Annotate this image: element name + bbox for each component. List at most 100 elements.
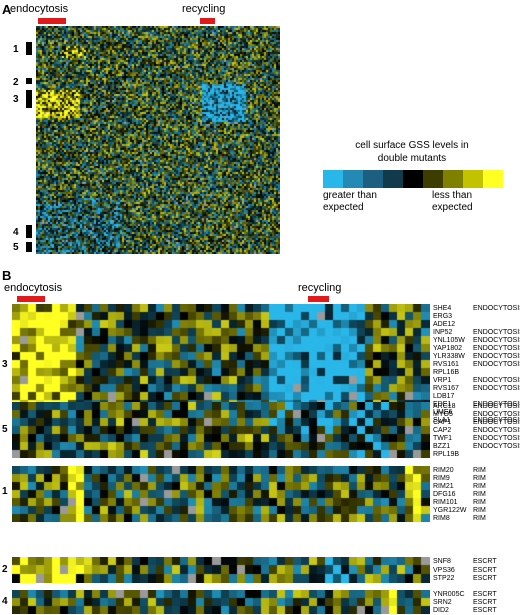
gene-name: RPL16B [433,368,460,376]
gene-name: RIM21 [433,482,454,490]
gene-class: ENDOCYTOSIS [473,328,520,336]
gene-name: DID2 [433,606,449,614]
gene-name: CAP2 [433,426,452,434]
gene-name: DFG16 [433,490,456,498]
gene-class: ENDOCYTOSIS [473,400,520,408]
gene-name: SNF8 [433,557,451,565]
gene-name: RIM8 [433,514,450,522]
panel-b-heatmap-cluster-2 [12,557,430,583]
panel-b-recycling-label: recycling [298,282,342,294]
legend-swatch [363,170,383,188]
gene-class: ENDOCYTOSIS [473,352,520,360]
legend-swatch [423,170,443,188]
panel-b-genes-cluster-3: SHE4 ERG3 ADE12 INP52 YNL105W YAP1802 YLR338W R… [433,304,477,424]
panel-a-cluster-5-bar [26,242,32,252]
legend-swatch [323,170,343,188]
panel-b-classes-cluster-3: ENDOCYTOSIS ENDOCYTOSIS ENDOCYTOSIS ENDOCYT… [473,304,520,424]
gene-name: ERG3 [433,312,453,320]
gene-class: RIM [473,490,486,498]
gene-class: ESCRT [473,557,497,565]
gene-class: ENDOCYTOSIS [473,304,520,312]
gene-name: EDE1 [433,400,452,408]
panel-b-heatmap-cluster-4 [12,590,430,614]
gene-class: ENDOCYTOSIS [473,434,520,442]
gene-name: UME6 [433,408,453,416]
gene-class: ESCRT [473,598,497,606]
gene-name: INP52 [433,328,453,336]
gene-name: YNL105W [433,336,465,344]
panel-a-cluster-2-bar [26,78,32,84]
gene-class: ESCRT [473,590,497,598]
legend-swatch [463,170,483,188]
panel-b-cluster-5-label: 5 [2,424,8,435]
panel-b-cluster-2-label: 2 [2,564,8,575]
gene-class: ENDOCYTOSIS [473,360,520,368]
gene-class: ENDOCYTOSIS [473,384,520,392]
legend-right-line2: expected [432,202,473,213]
gene-name: RIM9 [433,474,450,482]
gene-name: RIM101 [433,498,458,506]
panel-b-letter: B [2,268,12,283]
gene-class: ESCRT [473,575,497,583]
legend-right-line1: less than [432,190,473,201]
heat-b2-cells [12,466,430,522]
gene-class: ESCRT [473,566,497,574]
legend-left-caption: greater than expected [323,190,377,214]
legend-color-scale [323,170,503,188]
panel-b-genes-cluster-4: YNR005C SRN2 DID2 [433,590,477,614]
panel-b-recycling-marker [308,296,329,302]
panel-a-heatmap [36,26,280,254]
heat-b3-cells [12,557,430,583]
gene-name: YAP1802 [433,344,463,352]
gene-name: ARC18 [433,402,456,410]
panel-a-endocytosis-marker [38,18,66,24]
gene-name: ADE12 [433,320,456,328]
legend-title-line1: cell surface GSS levels in [355,140,469,151]
legend-left-line2: expected [323,202,364,213]
legend-title: cell surface GSS levels in double mutant… [322,140,502,165]
panel-a-cluster-5-label: 5 [13,242,19,253]
legend-title-line2: double mutants [377,152,447,164]
legend-swatch [383,170,403,188]
panel-b-cluster-4-label: 4 [2,596,8,607]
gene-class: ENDOCYTOSIS [473,336,520,344]
gene-name: YLR338W [433,352,465,360]
gene-name: SLA1 [433,416,451,424]
panel-b-genes-cluster-1: RIM20 RIM9 RIM21 DFG16 RIM101 YGR122W RIM8 [433,466,477,522]
heat-b1-cells [12,402,430,458]
panel-b-genes-cluster-5: ARC18 MYO5 CAP1 CAP2 TWF1 BZZ1 RPL19B [433,402,477,458]
panel-b-classes-cluster-1: RIM RIM RIM RIM RIM RIM RIM [473,466,520,522]
panel-b-genes-cluster-2: SNF8 VPS36 STP22 [433,557,477,583]
panel-a-recycling-marker [200,18,215,24]
gene-class: RIM [473,474,486,482]
gene-class: ENDOCYTOSIS [473,402,520,410]
gene-name: SRN2 [433,598,452,606]
gene-name: RVS167 [433,384,459,392]
gene-class: ENDOCYTOSIS [473,376,520,384]
legend-swatch [343,170,363,188]
heat-a-cells [36,26,280,254]
gene-name: RVS161 [433,360,459,368]
gene-class: ENDOCYTOSIS [473,416,520,424]
gene-name: VPS36 [433,566,455,574]
gene-class: RIM [473,466,486,474]
gene-class: ESCRT [473,606,497,614]
panel-b-heatmap-cluster-1 [12,466,430,522]
gene-name: STP22 [433,575,455,583]
gene-name: YGR122W [433,506,467,514]
gene-name: BZZ1 [433,442,451,450]
gene-name: VRP1 [433,376,452,384]
gene-class: ENDOCYTOSIS [473,426,520,434]
panel-a-endocytosis-label: endocytosis [10,3,69,15]
gene-class: RIM [473,498,486,506]
heat-b4-cells [12,590,430,614]
gene-class: ENDOCYTOSIS [473,442,520,450]
gene-class: RIM [473,514,486,522]
gene-name: CAP1 [433,418,452,426]
legend-right-caption: less than expected [432,190,473,214]
legend-left-line1: greater than [323,190,377,201]
gene-name: TWF1 [433,434,453,442]
gene-name: LDB17 [433,392,455,400]
gene-name: RPL19B [433,450,460,458]
panel-a-cluster-4-bar [26,225,32,238]
